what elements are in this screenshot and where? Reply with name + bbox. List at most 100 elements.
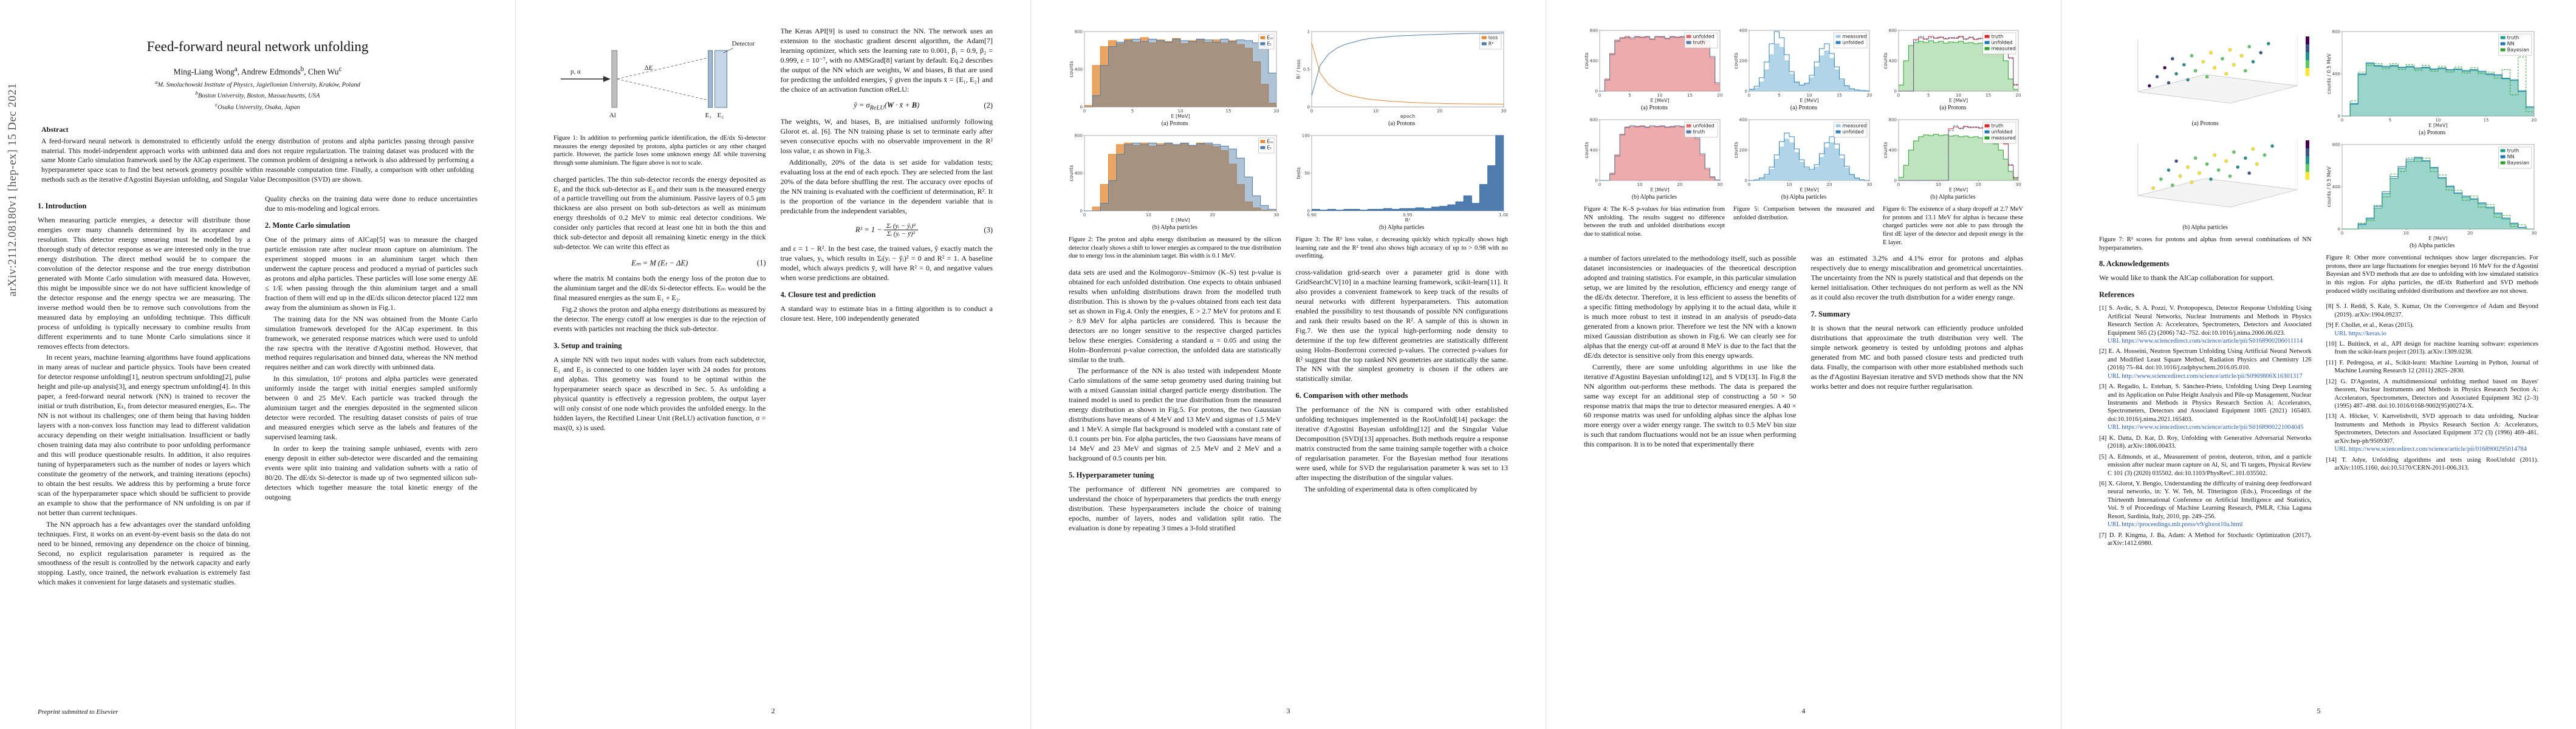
figure7-caption: Figure 7: R² scores for protons and alph… bbox=[2099, 236, 2312, 252]
figure-2: Eₘ Eₜ 0 5 10 15 20 0 400 800 E [MeV] counts (a) Pro… bbox=[1069, 28, 1281, 261]
svg-text:0: 0 bbox=[1745, 178, 1747, 183]
svg-text:NN: NN bbox=[2507, 41, 2514, 47]
svg-text:0: 0 bbox=[1307, 104, 1309, 109]
paragraph: It is shown that the neural network can … bbox=[1810, 323, 2024, 391]
svg-text:R² / loss: R² / loss bbox=[1296, 60, 1301, 79]
reference-url[interactable]: URL http://www.sciencedirect.com/science… bbox=[2108, 372, 2303, 380]
svg-text:800: 800 bbox=[2332, 29, 2340, 34]
page-4: unfolded truth 0 5 10 15 20 0 400 800 E [MeV] count… bbox=[1546, 0, 2061, 729]
paragraph: The training data for the NN was obtaine… bbox=[265, 314, 478, 372]
figure6-panel-a-plot: truth unfolded measured 0 5 10 15 20 0 400 800 E [M… bbox=[1883, 27, 2023, 103]
figure-5: measured unfolded 0 5 10 15 20 0 200 400 E [MeV] co… bbox=[1733, 27, 1874, 247]
svg-text:400: 400 bbox=[1075, 171, 1083, 176]
svg-text:15: 15 bbox=[2483, 118, 2489, 123]
svg-text:measured: measured bbox=[1843, 123, 1867, 129]
svg-text:Bayesian: Bayesian bbox=[2507, 160, 2529, 166]
paragraph: data sets are used and the Kolmogorov–Sm… bbox=[1069, 267, 1281, 364]
equation-3: R² = 1 − Σᵢ (yᵢ − ŷᵢ)² Σᵢ (yᵢ − ȳ)² (3) bbox=[781, 222, 993, 238]
reference-url[interactable]: URL https://www.sciencedirect.com/scienc… bbox=[2108, 424, 2304, 431]
figure5-subcaption-b: (b) Alpha particles bbox=[1781, 194, 1827, 200]
page-2: p, α Al ΔE Detector E₁ E₂ bbox=[515, 0, 1030, 729]
figure2-caption: Figure 2: The proton and alpha energy di… bbox=[1069, 236, 1281, 260]
reference-url[interactable]: URL https://keras.io bbox=[2334, 330, 2386, 337]
svg-text:0: 0 bbox=[1894, 89, 1897, 94]
svg-text:counts: counts bbox=[1883, 142, 1888, 159]
page2-column-left: p, α Al ΔE Detector E₁ E₂ bbox=[553, 27, 766, 435]
section-heading-hyperparameter: 5. Hyperparameter tuning bbox=[1069, 470, 1154, 479]
svg-text:1: 1 bbox=[1307, 29, 1309, 34]
page4-column-right: was an estimated 3.2% and 4.1% error for… bbox=[1811, 254, 2024, 451]
fig1-label-e1: E₁ bbox=[705, 112, 712, 119]
svg-text:5: 5 bbox=[1927, 93, 1930, 98]
fig1-label-beam: p, α bbox=[570, 68, 581, 75]
figure-3: loss R² 0 10 20 30 0 0.5 1 epoch R² / loss (a) Pro… bbox=[1296, 28, 1509, 261]
reference-item: [2] E. A. Hosseini, Neutron Spectrum Unf… bbox=[2099, 348, 2312, 380]
svg-text:R²: R² bbox=[1488, 41, 1493, 47]
svg-text:0: 0 bbox=[1897, 93, 1900, 98]
svg-text:50: 50 bbox=[1304, 171, 1310, 176]
reference-item: [10] L. Buitinck, et al., API design for… bbox=[2326, 340, 2539, 356]
paragraph: The performance of different NN geometri… bbox=[1069, 484, 1281, 532]
svg-text:0: 0 bbox=[2340, 231, 2343, 236]
svg-text:15: 15 bbox=[1226, 109, 1231, 114]
svg-text:400: 400 bbox=[1739, 117, 1747, 122]
svg-text:20: 20 bbox=[1867, 93, 1872, 98]
reference-url[interactable]: URL https://www.sciencedirect.com/scienc… bbox=[2108, 337, 2303, 344]
svg-text:counts: counts bbox=[1733, 142, 1739, 159]
svg-text:10: 10 bbox=[1637, 182, 1643, 187]
svg-text:measured: measured bbox=[1992, 135, 2016, 141]
page5-column-left: (a) Protons (b) Alpha particles Figure 7… bbox=[2099, 27, 2312, 550]
abstract-label: Abstract bbox=[41, 125, 69, 134]
figure5-panel-b-plot: measured unfolded 0 10 20 30 0 200 400 E [MeV] cou… bbox=[1733, 116, 1874, 193]
figure8-subcaption-a: (a) Protons bbox=[2419, 129, 2446, 136]
svg-text:0: 0 bbox=[1080, 104, 1083, 109]
reference-item: [4] K. Datta, D. Kar, D. Roy, Unfolding … bbox=[2099, 434, 2312, 450]
reference-url[interactable]: URL https://www.sciencedirect.com/scienc… bbox=[2334, 446, 2527, 453]
paragraph: The Keras API[9] is used to construct th… bbox=[780, 27, 993, 94]
svg-text:counts: counts bbox=[1069, 165, 1074, 182]
svg-text:10: 10 bbox=[1372, 109, 1378, 114]
equation-number: (2) bbox=[984, 101, 993, 110]
svg-text:0: 0 bbox=[1083, 213, 1086, 217]
paragraph: and ε = 1 − R². In the best case, the tr… bbox=[780, 244, 993, 282]
figure6-subcaption-a: (a) Protons bbox=[1939, 104, 1967, 111]
equation-number: (1) bbox=[756, 258, 766, 267]
svg-text:0: 0 bbox=[1595, 89, 1598, 94]
svg-text:800: 800 bbox=[2332, 142, 2340, 147]
svg-text:10: 10 bbox=[1178, 109, 1184, 114]
figure4-panel-b-plot: unfolded truth 0 10 20 30 0 400 800 E [MeV] counts bbox=[1584, 116, 1725, 193]
svg-text:E [MeV]: E [MeV] bbox=[1650, 187, 1669, 193]
svg-text:E [MeV]: E [MeV] bbox=[1171, 217, 1190, 223]
page-5: (a) Protons (b) Alpha particles Figure 7… bbox=[2061, 0, 2576, 729]
equation-body: R² = 1 − Σᵢ (yᵢ − ŷᵢ)² Σᵢ (yᵢ − ȳ)² bbox=[855, 222, 918, 238]
paragraph: The unfolding of experimental data is of… bbox=[1304, 484, 1478, 493]
svg-text:200: 200 bbox=[1739, 148, 1747, 152]
svg-text:E [MeV]: E [MeV] bbox=[1800, 187, 1818, 193]
svg-text:loss: loss bbox=[1488, 35, 1497, 41]
figure2-subcaption-a: (a) Protons bbox=[1161, 120, 1188, 127]
paragraph: where the matrix M contains both the ene… bbox=[553, 274, 766, 303]
svg-text:truth: truth bbox=[2507, 35, 2519, 41]
equation-body: Eₘ = M (Eₜ − ΔE) bbox=[631, 259, 688, 268]
svg-text:unfolded: unfolded bbox=[1693, 34, 1714, 39]
svg-text:20: 20 bbox=[1210, 213, 1215, 217]
section-heading-acknowledgements: 8. Acknowledgements bbox=[2099, 259, 2170, 269]
references-list-left: [1] S. Avdic, S. A. Pozzi, V. Protopopes… bbox=[2099, 304, 2312, 547]
references-heading: References bbox=[2099, 290, 2135, 299]
figure2-panel-a-plot: Eₘ Eₜ 0 5 10 15 20 0 400 800 E [MeV] counts bbox=[1069, 28, 1281, 119]
svg-text:30: 30 bbox=[1718, 182, 1723, 187]
svg-text:counts: counts bbox=[1733, 53, 1739, 69]
svg-text:Eₘ: Eₘ bbox=[1267, 139, 1273, 145]
svg-text:counts / 0.5 MeV: counts / 0.5 MeV bbox=[2326, 166, 2332, 207]
paragraph: The performance of the NN is also tested… bbox=[1069, 366, 1281, 463]
svg-text:R²: R² bbox=[1405, 217, 1410, 223]
svg-text:400: 400 bbox=[1739, 28, 1747, 33]
svg-text:E [MeV]: E [MeV] bbox=[2428, 236, 2447, 241]
svg-text:Eₘ: Eₘ bbox=[1267, 35, 1273, 41]
figure-1: p, α Al ΔE Detector E₁ E₂ bbox=[553, 28, 766, 168]
reference-url[interactable]: URL https://proceedings.mlr.press/v9/glo… bbox=[2108, 521, 2243, 529]
svg-text:0: 0 bbox=[1598, 93, 1601, 98]
section-heading-setup-training: 3. Setup and training bbox=[553, 341, 622, 350]
svg-text:5: 5 bbox=[1131, 109, 1134, 114]
paragraph: a number of factors unrelated to the met… bbox=[1584, 254, 1797, 360]
